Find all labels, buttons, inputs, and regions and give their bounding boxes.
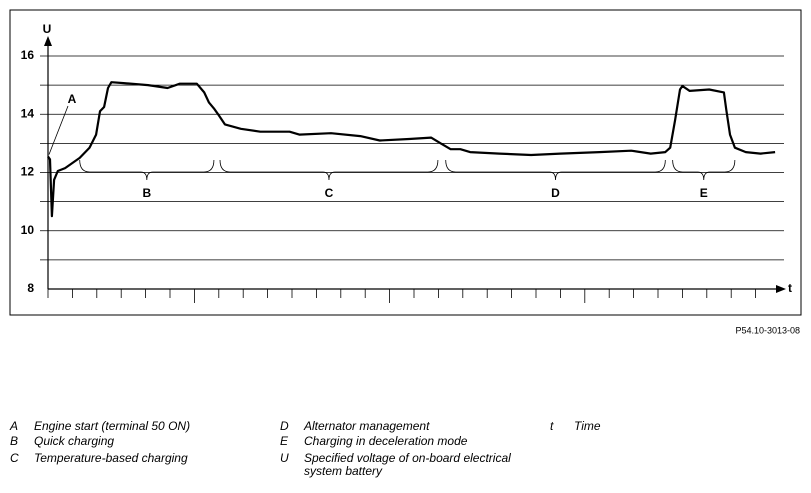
frame	[9, 9, 802, 316]
key-letter: C	[10, 451, 19, 465]
voltage-line	[47, 81, 776, 218]
key-text: system battery	[304, 464, 383, 478]
range-brace	[445, 159, 666, 181]
range-brace	[219, 159, 439, 181]
figure-id: P54.10-3013-08	[735, 325, 800, 335]
key-letter: B	[10, 434, 18, 448]
y-tick-label: 14	[21, 106, 35, 120]
range-brace	[672, 159, 736, 181]
key-text: Charging in deceleration mode	[304, 434, 468, 448]
y-arrow	[44, 36, 52, 46]
key-text: Alternator management	[303, 419, 430, 433]
annotation-label: A	[68, 92, 77, 106]
y-tick-label: 8	[27, 281, 34, 295]
x-arrow	[776, 285, 786, 293]
range-label: B	[142, 186, 151, 200]
range-label: D	[551, 186, 560, 200]
key-letter: D	[280, 419, 289, 433]
y-tick-label: 10	[21, 223, 35, 237]
key-text: Time	[574, 419, 601, 433]
key-text: Temperature-based charging	[34, 451, 188, 465]
annotation-leader	[48, 105, 69, 155]
range-label: C	[325, 186, 334, 200]
x-axis-label: t	[788, 281, 792, 295]
y-tick-label: 12	[21, 165, 35, 179]
key-letter: t	[550, 419, 554, 433]
range-label: E	[700, 186, 708, 200]
key-letter: E	[280, 434, 289, 448]
key-text: Specified voltage of on-board electrical	[304, 451, 511, 465]
key-text: Engine start (terminal 50 ON)	[34, 419, 190, 433]
y-tick-label: 16	[21, 48, 35, 62]
key-text: Quick charging	[34, 434, 114, 448]
range-brace	[79, 159, 215, 181]
y-axis-label: U	[43, 22, 52, 36]
key-letter: A	[9, 419, 18, 433]
key-letter: U	[280, 451, 289, 465]
